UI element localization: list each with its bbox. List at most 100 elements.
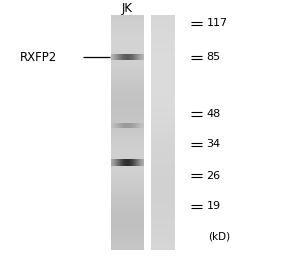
Bar [151, 81, 175, 82]
Bar [151, 53, 175, 54]
Bar [151, 21, 175, 22]
Bar [111, 19, 143, 20]
Bar [151, 145, 175, 147]
Bar [151, 216, 175, 217]
Bar [111, 54, 143, 55]
Bar [111, 103, 143, 104]
Bar [151, 118, 175, 120]
Bar [111, 76, 143, 77]
Bar [111, 84, 143, 86]
Bar [111, 70, 143, 72]
Bar [151, 201, 175, 203]
Bar [111, 136, 143, 137]
Bar [151, 91, 175, 93]
Bar [111, 16, 143, 18]
Bar [151, 43, 175, 45]
Bar [151, 39, 175, 40]
Bar [111, 32, 143, 33]
Bar [111, 237, 143, 238]
Bar [111, 46, 143, 47]
Bar [111, 163, 143, 164]
Bar [111, 27, 143, 28]
Bar [151, 173, 175, 175]
Bar [111, 56, 143, 58]
Bar [151, 55, 175, 56]
Bar [151, 56, 175, 58]
Bar [151, 49, 175, 50]
Bar [151, 19, 175, 20]
Bar [111, 22, 143, 23]
Bar [111, 26, 143, 27]
Bar [151, 68, 175, 69]
Bar [111, 228, 143, 230]
Bar [111, 61, 143, 62]
Bar [111, 41, 143, 42]
Bar [111, 107, 143, 108]
Bar [151, 163, 175, 164]
Bar [111, 129, 143, 130]
Bar [151, 133, 175, 134]
Bar [151, 162, 175, 163]
Bar [111, 205, 143, 206]
Bar [111, 198, 143, 199]
Bar [111, 212, 143, 213]
Bar [151, 98, 175, 100]
Bar [151, 187, 175, 188]
Bar [111, 195, 143, 196]
Bar [151, 125, 175, 126]
Bar [111, 95, 143, 96]
Bar [111, 86, 143, 87]
Bar [111, 192, 143, 193]
Bar [111, 197, 143, 198]
Bar [151, 138, 175, 139]
Bar [151, 102, 175, 103]
Bar [111, 123, 143, 124]
Bar [111, 102, 143, 103]
Bar [111, 80, 143, 81]
Bar [111, 128, 143, 129]
Bar [151, 166, 175, 168]
Bar [111, 232, 143, 233]
Bar [151, 237, 175, 238]
Bar [151, 232, 175, 233]
Bar [151, 22, 175, 23]
Bar [151, 80, 175, 81]
Bar [111, 230, 143, 231]
Bar [111, 118, 143, 120]
Bar [111, 58, 143, 59]
Text: RXFP2: RXFP2 [20, 51, 57, 64]
Bar [111, 15, 143, 16]
Bar [151, 54, 175, 55]
Bar [151, 183, 175, 184]
Bar [111, 36, 143, 37]
Bar [111, 199, 143, 200]
Bar [151, 197, 175, 198]
Bar [111, 145, 143, 147]
Bar [111, 135, 143, 136]
Bar [151, 108, 175, 109]
Bar [151, 144, 175, 145]
Bar [111, 243, 143, 244]
Bar [111, 131, 143, 133]
Bar [151, 94, 175, 95]
Bar [111, 216, 143, 217]
Bar [111, 82, 143, 83]
Bar [111, 112, 143, 114]
Bar [151, 219, 175, 220]
Bar [111, 43, 143, 45]
Bar [151, 206, 175, 207]
Bar [151, 159, 175, 161]
Bar [111, 246, 143, 247]
Bar [111, 175, 143, 176]
Bar [151, 64, 175, 66]
Bar [111, 223, 143, 224]
Bar [151, 182, 175, 183]
Bar [111, 50, 143, 51]
Bar [111, 178, 143, 179]
Bar [111, 235, 143, 237]
Bar [111, 23, 143, 25]
Bar [151, 147, 175, 148]
Bar [111, 244, 143, 245]
Bar [151, 155, 175, 156]
Bar [111, 64, 143, 66]
